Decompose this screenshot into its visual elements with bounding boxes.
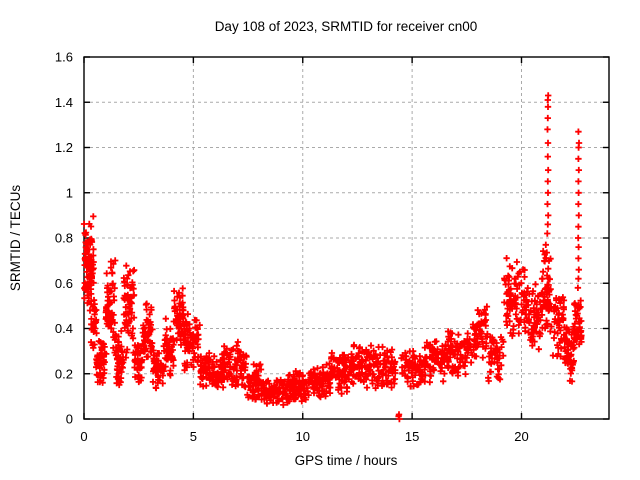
x-axis-label: GPS time / hours (295, 453, 398, 468)
y-axis-label: SRMTID / TECUs (8, 185, 23, 292)
x-tick-label: 15 (405, 429, 419, 444)
x-tick-label: 10 (296, 429, 310, 444)
y-tick-label: 0.4 (55, 321, 73, 336)
x-tick-label: 5 (190, 429, 197, 444)
axes-and-ticks: 0 5 10 15 20 0 0.2 0.4 0.6 0.8 1 1.2 1.4 1.6 (55, 50, 610, 444)
chart-title: Day 108 of 2023, SRMTID for receiver cn0… (215, 19, 478, 34)
data-points (80, 92, 585, 423)
y-tick-label: 1.2 (55, 140, 73, 155)
y-tick-label: 0.6 (55, 276, 73, 291)
y-tick-label: 1 (66, 185, 73, 200)
y-tick-label: 0.8 (55, 231, 73, 246)
y-tick-label: 0 (66, 412, 73, 427)
y-tick-label: 1.4 (55, 95, 73, 110)
x-tick-label: 0 (80, 429, 87, 444)
y-tick-label: 0.2 (55, 366, 73, 381)
x-tick-label: 20 (514, 429, 528, 444)
y-tick-label: 1.6 (55, 50, 73, 65)
